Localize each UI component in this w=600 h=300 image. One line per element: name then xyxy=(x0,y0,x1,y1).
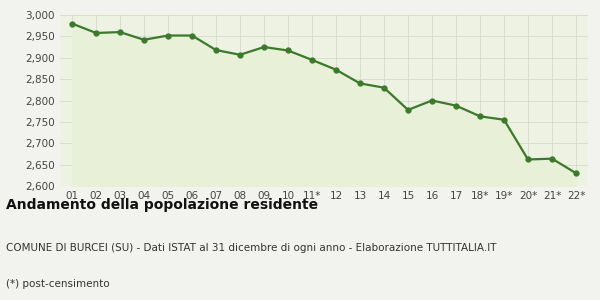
Text: (*) post-censimento: (*) post-censimento xyxy=(6,279,110,289)
Text: COMUNE DI BURCEI (SU) - Dati ISTAT al 31 dicembre di ogni anno - Elaborazione TU: COMUNE DI BURCEI (SU) - Dati ISTAT al 31… xyxy=(6,243,497,253)
Text: Andamento della popolazione residente: Andamento della popolazione residente xyxy=(6,198,318,212)
